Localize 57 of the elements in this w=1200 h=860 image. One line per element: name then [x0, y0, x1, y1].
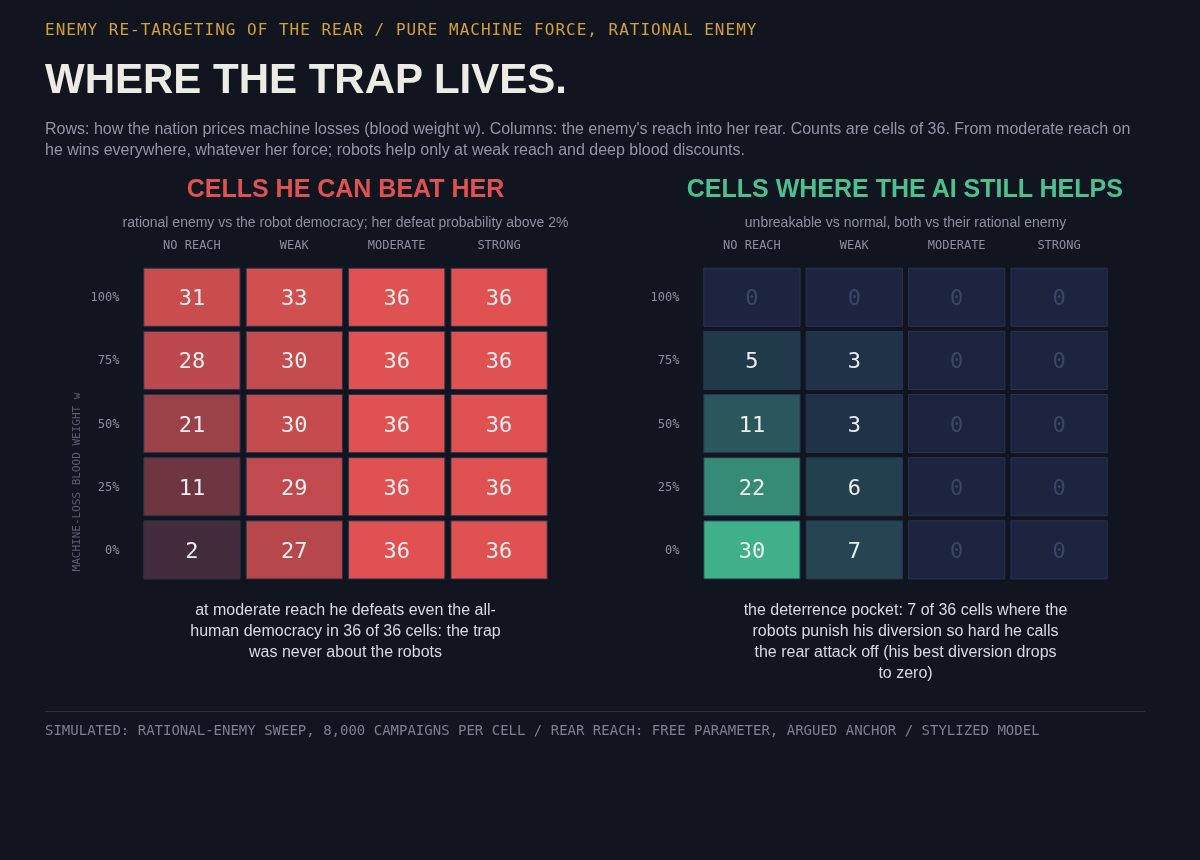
- data-label: 36: [383, 537, 410, 563]
- x-tick-label: NO REACH: [723, 237, 781, 252]
- data-label: 36: [485, 537, 513, 563]
- data-label: 36: [383, 348, 410, 374]
- x-tick-label: STRONG: [1037, 237, 1081, 252]
- text: ENEMY RE-TARGETING OF THE REAR / PURE MACHINE FORCE, RATIONAL ENEMY: [45, 19, 758, 41]
- y-tick-label: 75%: [657, 353, 681, 368]
- data-label: 22: [738, 474, 766, 500]
- data-label: 30: [281, 348, 308, 374]
- x-tick-label: MODERATE: [367, 237, 426, 252]
- data-label: 3: [847, 411, 861, 437]
- data-label: 36: [485, 285, 513, 311]
- text: SIMULATED: RATIONAL-ENEMY SWEEP, 8,000 CAMPAIGNS PER CELL / REAR REACH: FREE PARAMETER, ARGUED ANCHOR / STYLIZED MODEL: [45, 721, 1040, 741]
- y-tick-label: 50%: [97, 416, 121, 431]
- y-tick-label: 0%: [665, 542, 681, 557]
- x-tick-label: WEAK: [279, 237, 310, 252]
- text: at moderate reach he defeats even the all-human democracy in 36 of 36 cells: the trap was never about the robots: [190, 601, 501, 661]
- data-label: 11: [738, 411, 766, 437]
- x-tick-label: WEAK: [839, 237, 870, 252]
- data-label: 2: [185, 537, 199, 563]
- x-tick-label: NO REACH: [163, 237, 221, 252]
- data-label: 36: [383, 285, 410, 311]
- data-label: 36: [485, 474, 513, 500]
- chart-title: CELLS WHERE THE AI STILL HELPS: [686, 173, 1123, 202]
- data-label: 30: [738, 537, 766, 563]
- x-tick-label: STRONG: [477, 237, 521, 252]
- chart-title: CELLS HE CAN BEAT HER: [186, 173, 505, 202]
- x-tick-label: MODERATE: [927, 237, 986, 252]
- data-label: 36: [383, 474, 410, 500]
- y-tick-label: 50%: [657, 416, 681, 431]
- y-tick-label: 100%: [90, 290, 121, 305]
- data-label: 29: [281, 474, 308, 500]
- data-label: 21: [178, 411, 206, 437]
- data-label: 33: [281, 285, 308, 311]
- y-tick-label: 25%: [657, 479, 681, 494]
- data-label: 6: [847, 474, 861, 500]
- y-tick-label: 75%: [97, 353, 121, 368]
- y-axis-title: MACHINE-LOSS BLOOD WEIGHT w: [69, 392, 83, 572]
- text: WHERE THE TRAP LIVES.: [45, 53, 567, 104]
- data-label: 36: [383, 411, 410, 437]
- y-tick-label: 25%: [97, 479, 121, 494]
- chart-subtitle: unbreakable vs normal, both vs their rational enemy: [744, 213, 1067, 230]
- data-label: 27: [281, 537, 308, 563]
- data-label: 30: [281, 411, 308, 437]
- chart-subtitle: rational enemy vs the robot democracy; her defeat probability above 2%: [122, 213, 569, 230]
- data-label: 7: [847, 537, 861, 563]
- data-label: 28: [178, 348, 206, 374]
- data-label: 3: [847, 348, 861, 374]
- data-label: 31: [178, 285, 206, 311]
- data-label: 36: [485, 411, 513, 437]
- data-label: 11: [178, 474, 206, 500]
- text: the deterrence pocket: 7 of 36 cells where the robots punish his diversion so hard he calls the rear attack off (his best diversion drops to zero): [743, 601, 1068, 681]
- data-label: 5: [745, 348, 759, 374]
- text: Rows: how the nation prices machine losses (blood weight w). Columns: the enemy's reach into her rear. Counts are cells of 36. From moderate reach on he wins everywhere, whatever her force; robots help only at weak reach and deep blood discounts.: [45, 117, 1145, 162]
- y-tick-label: 0%: [105, 542, 121, 557]
- data-label: 36: [485, 348, 513, 374]
- y-tick-label: 100%: [650, 290, 681, 305]
